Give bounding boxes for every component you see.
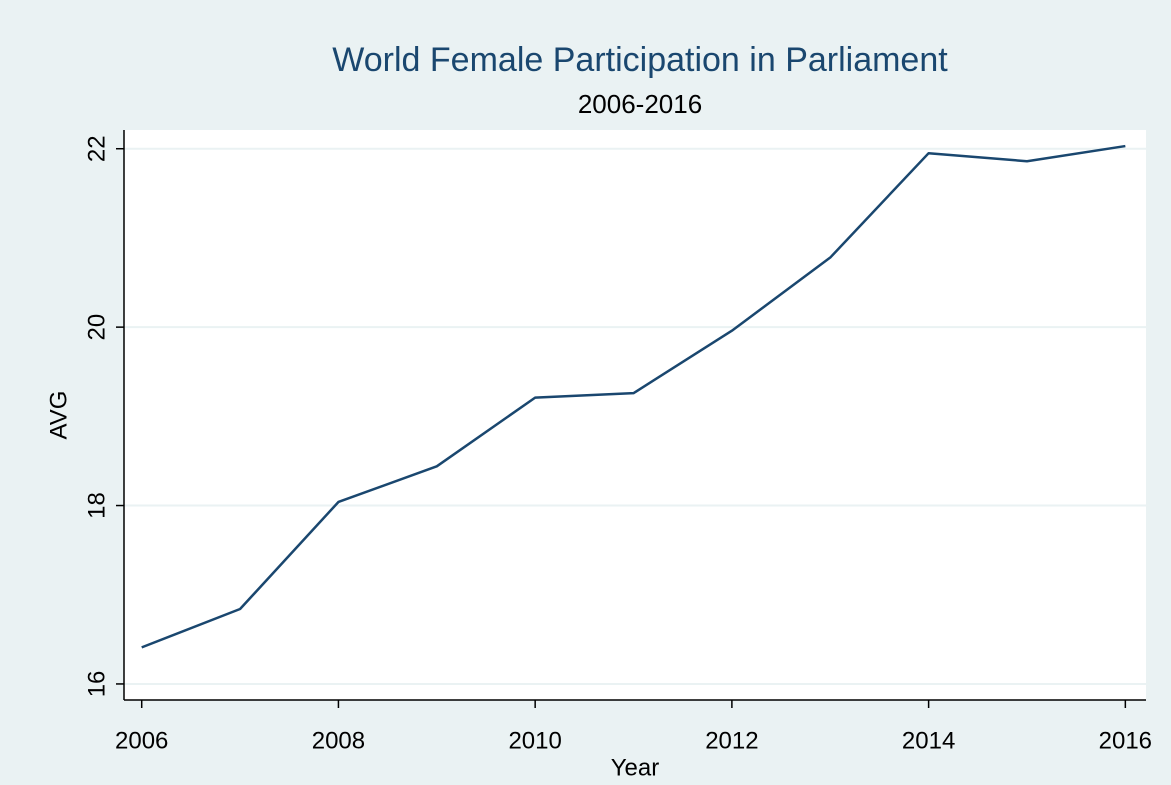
x-tick-label: 2016 [1099,727,1152,754]
x-tick-label: 2012 [705,727,758,754]
y-tick-label: 18 [83,492,110,519]
y-tick-label: 20 [83,314,110,341]
x-tick-label: 2010 [508,727,561,754]
x-axis-label: Year [611,754,660,781]
x-tick-label: 2014 [902,727,955,754]
plot-area [124,130,1146,700]
chart-subtitle: 2006-2016 [578,89,702,119]
x-tick-label: 2006 [115,727,168,754]
y-tick-label: 16 [83,671,110,698]
data-line [141,144,1126,649]
y-tick-label: 22 [83,135,110,162]
y-axis-label: AVG [45,391,72,440]
x-tick-label: 2008 [312,727,365,754]
chart-title: World Female Participation in Parliament [332,41,948,79]
